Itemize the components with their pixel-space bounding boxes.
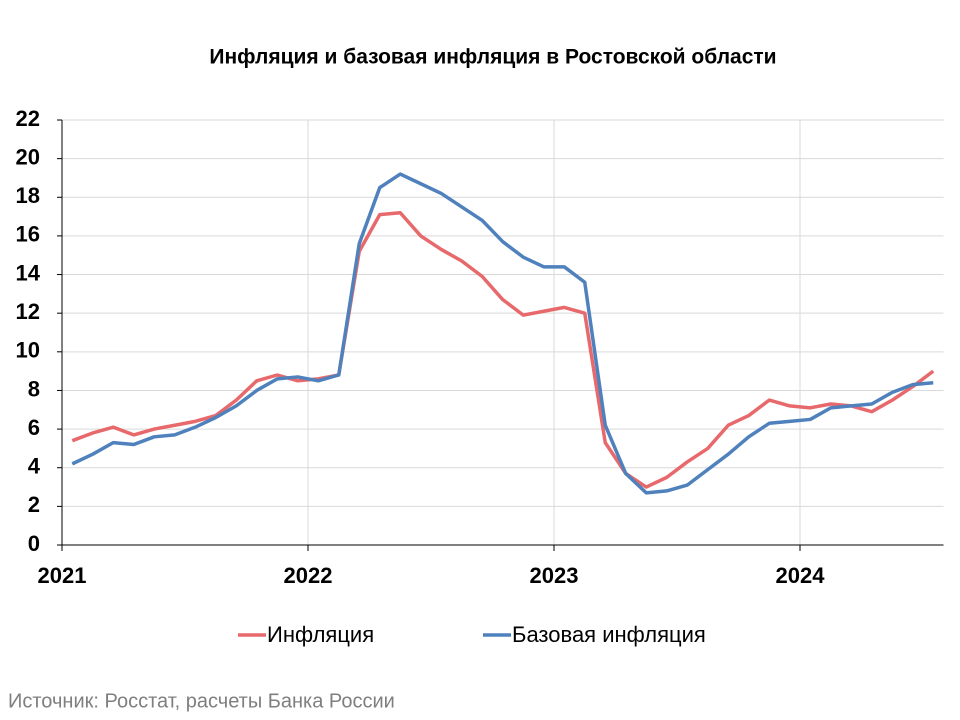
legend-label: Инфляция — [267, 622, 374, 647]
y-tick-label: 22 — [16, 106, 40, 131]
x-tick-label: 2024 — [776, 563, 826, 588]
y-tick-label: 16 — [16, 222, 40, 247]
legend-label: Базовая инфляция — [512, 622, 706, 647]
chart-title: Инфляция и базовая инфляция в Ростовской… — [209, 46, 776, 69]
y-tick-label: 10 — [16, 338, 40, 363]
y-tick-label: 2 — [28, 492, 40, 517]
x-tick-label: 2021 — [38, 563, 87, 588]
y-tick-label: 6 — [28, 415, 40, 440]
line-series — [71, 172, 934, 495]
y-tick-label: 20 — [16, 144, 40, 169]
y-tick-label: 0 — [28, 531, 40, 556]
y-tick-label: 18 — [16, 183, 40, 208]
source-note: Источник: Росстат, расчеты Банка России — [8, 690, 395, 712]
y-tick-label: 8 — [28, 376, 40, 401]
x-tick-label: 2023 — [530, 563, 579, 588]
y-tick-label: 12 — [16, 299, 40, 324]
line-series — [71, 210, 935, 489]
y-tick-label: 4 — [28, 454, 41, 479]
x-tick-label: 2022 — [284, 563, 333, 588]
y-tick-label: 14 — [16, 260, 41, 285]
